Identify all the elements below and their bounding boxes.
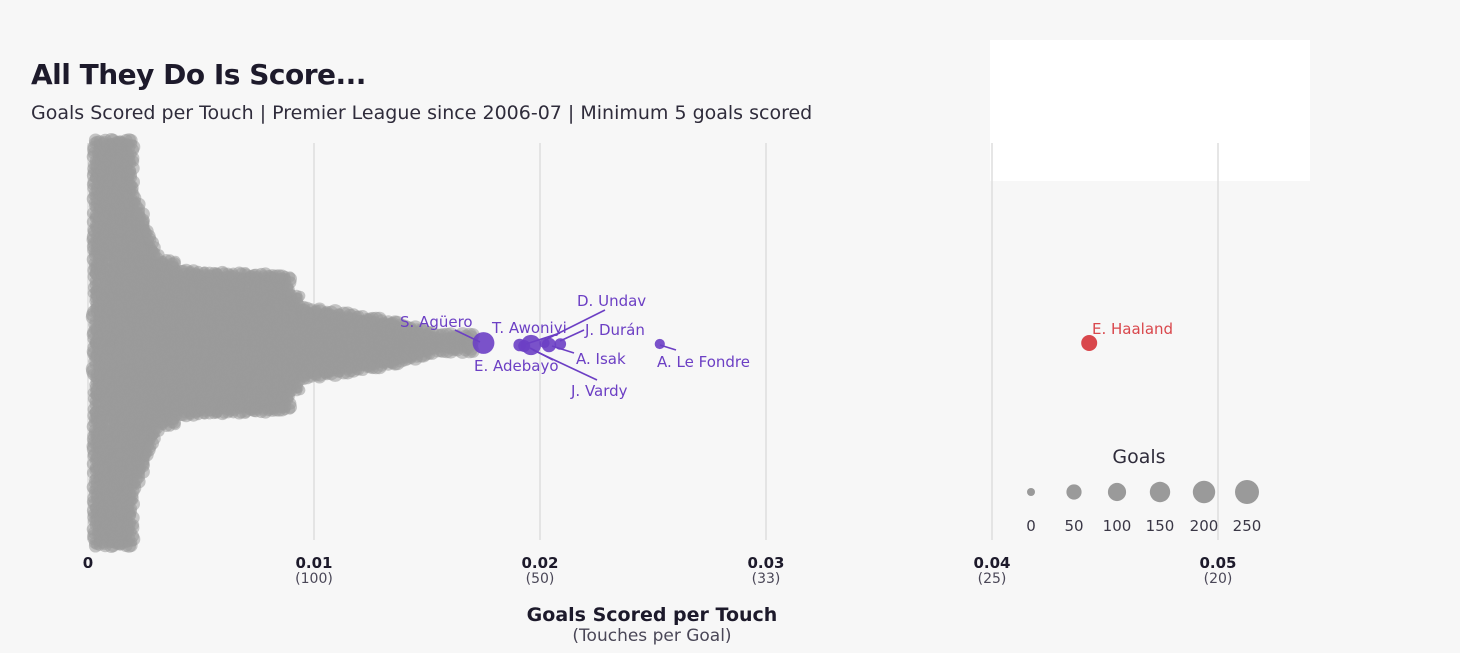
player-point	[284, 403, 296, 415]
x-axis: 0 0.01(100) 0.02(50) 0.03(33) 0.04(25) 0.05(2…	[83, 554, 1237, 587]
x-tick-label: 0.01	[295, 554, 332, 572]
x-tick-sublabel: (20)	[1204, 571, 1233, 587]
player-label: E. Haaland	[1092, 320, 1173, 338]
x-tick-sublabel: (50)	[526, 571, 555, 587]
legend-size-circle	[1107, 482, 1127, 502]
legend-size-circle	[1192, 480, 1216, 504]
chart-subtitle: Goals Scored per Touch | Premier League …	[31, 102, 813, 124]
legend-size-label: 150	[1146, 517, 1175, 535]
legend-size-circle	[1066, 484, 1082, 500]
legend-title: Goals	[1112, 446, 1165, 468]
x-tick-sublabel: (100)	[295, 571, 333, 587]
player-label: E. Adebayo	[474, 357, 559, 375]
x-axis-title: Goals Scored per Touch	[527, 604, 778, 626]
x-tick-label: 0.02	[521, 554, 558, 572]
player-point	[169, 419, 181, 431]
x-tick-sublabel: (33)	[752, 571, 781, 587]
x-tick-label: 0.05	[1199, 554, 1236, 572]
grey-points	[85, 133, 480, 553]
highlight-point	[541, 337, 557, 353]
size-legend: Goals 0 50 100 150 200 250	[1026, 446, 1261, 535]
x-tick-label: 0.04	[973, 554, 1010, 572]
player-point	[295, 290, 306, 302]
legend-size-label: 0	[1026, 517, 1036, 535]
player-label: J. Durán	[584, 321, 645, 339]
x-tick-sublabel: (25)	[978, 571, 1007, 587]
player-point	[139, 216, 150, 227]
legend-size-label: 50	[1064, 517, 1083, 535]
chart-title: All They Do Is Score...	[31, 58, 366, 91]
player-label: T. Awoniyi	[491, 319, 567, 337]
player-point	[295, 384, 306, 396]
highlight-point	[554, 338, 567, 350]
player-label: D. Undav	[577, 292, 646, 310]
player-point	[284, 271, 296, 283]
x-tick-label: 0	[83, 554, 93, 572]
highlight-point	[654, 338, 665, 350]
legend-size-circle	[1235, 480, 1259, 504]
legend-size-circle	[1027, 488, 1035, 496]
player-label: A. Isak	[576, 350, 626, 368]
player-point	[169, 255, 181, 267]
legend-size-circle	[1149, 481, 1171, 503]
x-axis-subtitle: (Touches per Goal)	[572, 626, 731, 646]
legend-size-label: 250	[1233, 517, 1262, 535]
x-tick-label: 0.03	[747, 554, 784, 572]
player-label: S. Agüero	[400, 313, 473, 331]
player-label: J. Vardy	[570, 382, 628, 400]
blank-panel	[990, 40, 1310, 181]
player-point	[124, 133, 138, 147]
highlight-point	[520, 334, 542, 356]
player-point	[139, 459, 150, 470]
legend-size-label: 200	[1190, 517, 1219, 535]
player-label: A. Le Fondre	[657, 353, 750, 371]
legend-size-label: 100	[1103, 517, 1132, 535]
player-point	[124, 539, 138, 553]
